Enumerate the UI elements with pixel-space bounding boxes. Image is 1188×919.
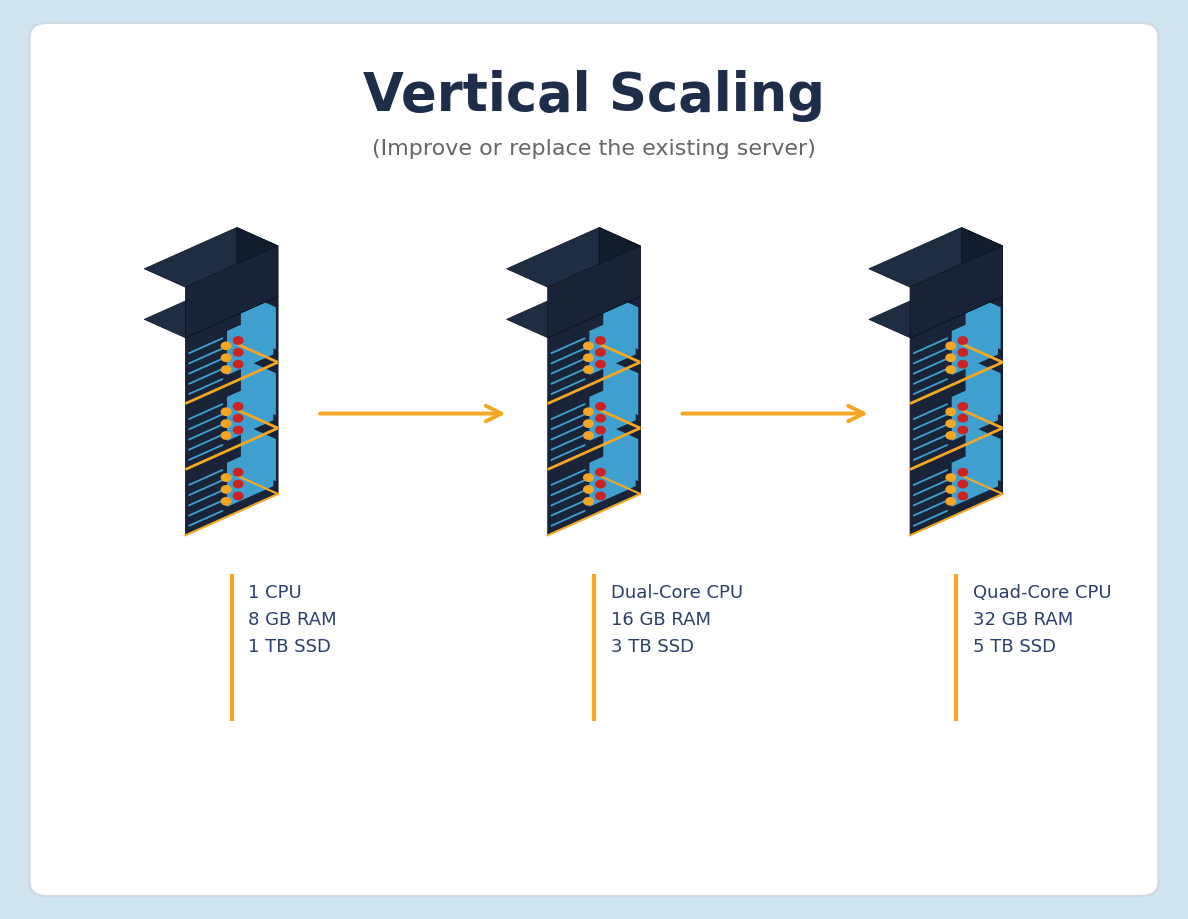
Polygon shape [241,357,276,415]
Polygon shape [589,442,636,506]
Circle shape [583,432,593,439]
Polygon shape [589,376,636,441]
Circle shape [583,342,593,349]
Circle shape [595,481,605,488]
Circle shape [595,348,605,356]
Polygon shape [604,357,638,415]
Polygon shape [236,278,278,494]
Circle shape [595,414,605,422]
Circle shape [946,474,955,482]
Circle shape [595,426,605,434]
Polygon shape [185,296,278,535]
Circle shape [221,408,230,415]
Text: Vertical Scaling: Vertical Scaling [364,71,824,122]
Circle shape [958,469,967,476]
Polygon shape [910,245,1003,337]
Circle shape [595,493,605,500]
Circle shape [595,360,605,368]
Circle shape [583,354,593,361]
Polygon shape [548,296,640,535]
Circle shape [946,366,955,373]
Circle shape [595,403,605,410]
Polygon shape [506,228,640,287]
Circle shape [595,469,605,476]
Circle shape [946,498,955,505]
Circle shape [221,342,230,349]
Circle shape [583,474,593,482]
Circle shape [233,337,242,345]
Circle shape [233,481,242,488]
Circle shape [958,403,967,410]
Polygon shape [227,311,273,375]
Circle shape [221,486,230,494]
Circle shape [221,354,230,361]
Polygon shape [966,357,1000,415]
Text: Quad-Core CPU
32 GB RAM
5 TB SSD: Quad-Core CPU 32 GB RAM 5 TB SSD [973,584,1112,656]
Polygon shape [966,424,1000,482]
Circle shape [946,354,955,361]
Circle shape [221,474,230,482]
Circle shape [583,498,593,505]
Text: (Improve or replace the existing server): (Improve or replace the existing server) [372,139,816,159]
Circle shape [958,348,967,356]
Polygon shape [961,278,1003,494]
Polygon shape [604,424,638,482]
Circle shape [221,498,230,505]
Polygon shape [952,376,998,441]
Polygon shape [952,311,998,375]
Polygon shape [910,296,1003,535]
Circle shape [233,414,242,422]
Circle shape [958,493,967,500]
Circle shape [233,426,242,434]
Polygon shape [241,291,276,349]
Polygon shape [961,228,1003,296]
Polygon shape [599,228,640,296]
Polygon shape [144,278,278,337]
Circle shape [221,420,230,427]
Polygon shape [241,424,276,482]
Circle shape [946,408,955,415]
Circle shape [946,486,955,494]
Polygon shape [236,228,278,296]
Circle shape [946,420,955,427]
Circle shape [233,360,242,368]
Circle shape [595,337,605,345]
Circle shape [233,469,242,476]
Circle shape [583,366,593,373]
Polygon shape [506,278,640,337]
Circle shape [583,486,593,494]
Circle shape [233,493,242,500]
Polygon shape [966,291,1000,349]
Circle shape [958,360,967,368]
Polygon shape [952,442,998,506]
Polygon shape [185,245,278,337]
Polygon shape [589,311,636,375]
Circle shape [221,432,230,439]
Circle shape [958,481,967,488]
Polygon shape [227,442,273,506]
Polygon shape [227,376,273,441]
Circle shape [583,408,593,415]
Polygon shape [599,278,640,494]
Polygon shape [548,245,640,337]
Polygon shape [868,228,1003,287]
Polygon shape [868,278,1003,337]
Circle shape [221,366,230,373]
Circle shape [958,337,967,345]
Circle shape [958,426,967,434]
FancyBboxPatch shape [30,23,1158,896]
Circle shape [583,420,593,427]
Circle shape [946,342,955,349]
Circle shape [233,348,242,356]
Circle shape [958,414,967,422]
Polygon shape [604,291,638,349]
Text: Dual-Core CPU
16 GB RAM
3 TB SSD: Dual-Core CPU 16 GB RAM 3 TB SSD [611,584,742,656]
Text: 1 CPU
8 GB RAM
1 TB SSD: 1 CPU 8 GB RAM 1 TB SSD [248,584,337,656]
Circle shape [946,432,955,439]
Polygon shape [144,228,278,287]
Circle shape [233,403,242,410]
